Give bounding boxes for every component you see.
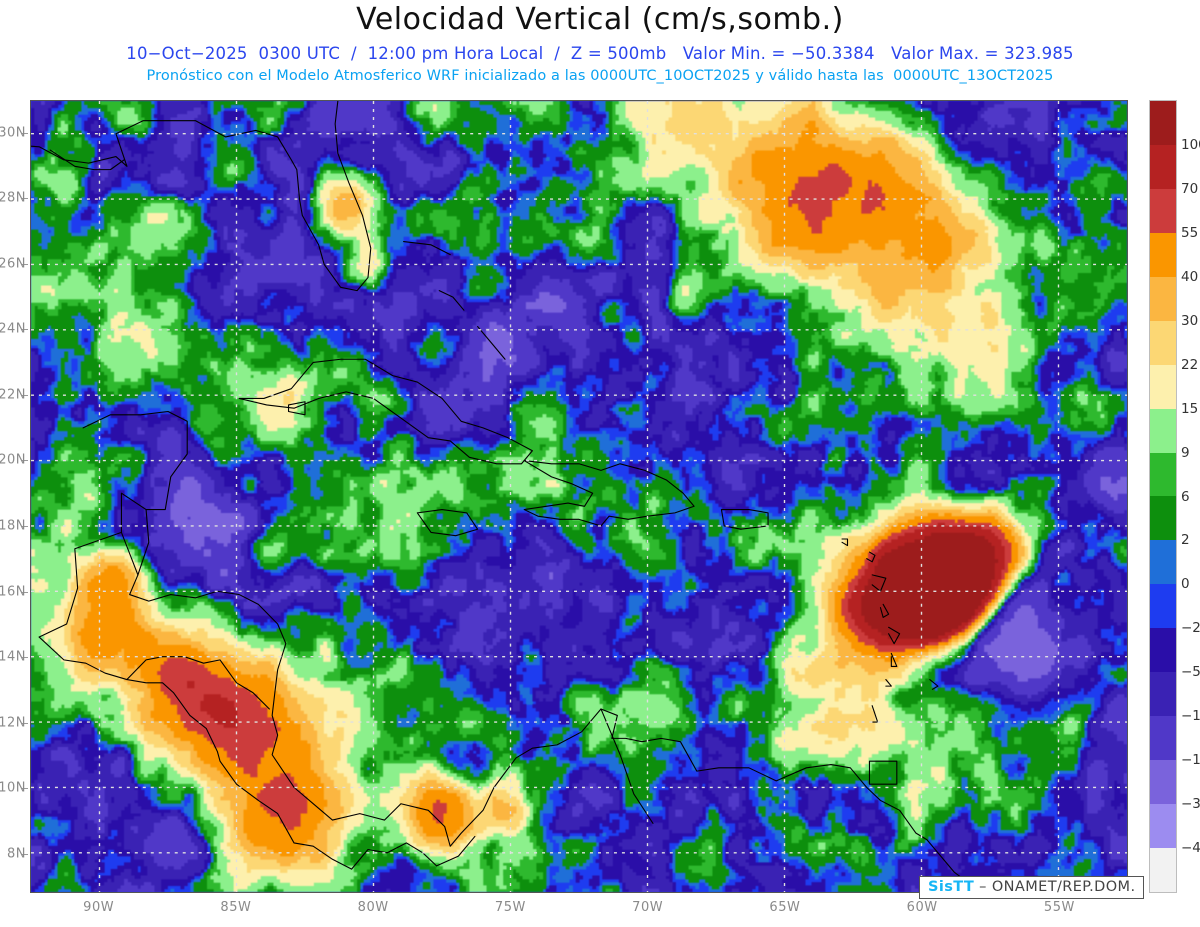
lat-tick bbox=[22, 657, 28, 659]
logo-separator: – bbox=[974, 879, 992, 895]
colorbar-tick-label: 15 bbox=[1181, 400, 1199, 417]
map-plot-area[interactable] bbox=[30, 100, 1128, 893]
colorbar-band bbox=[1150, 716, 1176, 761]
lat-tick bbox=[22, 460, 28, 462]
colorbar-tick-label: 2 bbox=[1181, 532, 1190, 549]
lat-tick bbox=[22, 788, 28, 790]
lat-label: 26N bbox=[0, 256, 26, 272]
colorbar-tick-label: −5 bbox=[1181, 664, 1200, 681]
colorbar-band bbox=[1150, 628, 1176, 673]
colorbar-band bbox=[1150, 364, 1176, 409]
lat-tick bbox=[22, 722, 28, 724]
colorbar-tick-label: −18 bbox=[1181, 752, 1200, 769]
lon-label: 70W bbox=[632, 900, 664, 915]
lat-tick bbox=[22, 853, 28, 855]
lat-label: 10N bbox=[0, 780, 26, 796]
colorbar-tick-label: 100 bbox=[1181, 136, 1200, 153]
lat-label: 18N bbox=[0, 518, 26, 534]
lat-label: 20N bbox=[0, 452, 26, 468]
colorbar-band bbox=[1150, 144, 1176, 189]
lat-label: 8N bbox=[7, 846, 26, 862]
colorbar-tick-label: 30 bbox=[1181, 312, 1199, 329]
lat-label: 28N bbox=[0, 190, 26, 206]
colorbar-band bbox=[1150, 101, 1176, 145]
lat-tick bbox=[22, 329, 28, 331]
colorbar-band bbox=[1150, 540, 1176, 585]
vertical-velocity-field bbox=[31, 101, 1127, 892]
lon-label: 85W bbox=[220, 900, 252, 915]
colorbar-band bbox=[1150, 188, 1176, 233]
lon-label: 90W bbox=[83, 900, 115, 915]
lat-label: 14N bbox=[0, 649, 26, 665]
colorbar-tick-label: 55 bbox=[1181, 224, 1199, 241]
colorbar-band bbox=[1150, 760, 1176, 804]
colorbar-tick-label: 40 bbox=[1181, 268, 1199, 285]
subtitle-line-1: 10−Oct−2025 0300 UTC / 12:00 pm Hora Loc… bbox=[126, 44, 1074, 63]
lat-tick bbox=[22, 591, 28, 593]
lon-label: 55W bbox=[1043, 900, 1075, 915]
lat-label: 16N bbox=[0, 584, 26, 600]
lat-tick bbox=[22, 525, 28, 527]
colorbar-band bbox=[1150, 584, 1176, 629]
lat-tick bbox=[22, 198, 28, 200]
lon-label: 80W bbox=[357, 900, 389, 915]
colorbar-band bbox=[1150, 232, 1176, 277]
coastline-overlay bbox=[31, 101, 980, 892]
lat-tick bbox=[22, 263, 28, 265]
colorbar-tick-label: 22 bbox=[1181, 356, 1199, 373]
page-title: Velocidad Vertical (cm/s,somb.) bbox=[356, 2, 844, 37]
colorbar-tick-label: 0 bbox=[1181, 576, 1190, 593]
colorbar-band bbox=[1150, 276, 1176, 321]
lon-label: 75W bbox=[494, 900, 526, 915]
colorbar-band bbox=[1150, 847, 1176, 892]
subtitle-line-2: Pronóstico con el Modelo Atmosferico WRF… bbox=[146, 68, 1054, 84]
lat-label: 30N bbox=[0, 125, 26, 141]
colorbar-tick-label: −10 bbox=[1181, 708, 1200, 725]
lat-label: 22N bbox=[0, 387, 26, 403]
latlon-gridlines bbox=[31, 101, 1127, 892]
colorbar-band bbox=[1150, 452, 1176, 497]
attribution-logo: SisTT – ONAMET/REP.DOM. bbox=[919, 876, 1145, 899]
colorbar-band bbox=[1150, 408, 1176, 453]
colorbar-band bbox=[1150, 320, 1176, 365]
lat-tick bbox=[22, 394, 28, 396]
lon-label: 60W bbox=[906, 900, 938, 915]
colorbar-tick-label: 70 bbox=[1181, 180, 1199, 197]
colorbar-tick-label: −45 bbox=[1181, 840, 1200, 857]
colorbar-band bbox=[1150, 496, 1176, 541]
brand-label: SisTT bbox=[928, 879, 975, 895]
colorbar-tick-label: 9 bbox=[1181, 444, 1190, 461]
lat-label: 24N bbox=[0, 321, 26, 337]
colorbar-tick-label: −30 bbox=[1181, 796, 1200, 813]
lon-label: 65W bbox=[769, 900, 801, 915]
lat-label: 12N bbox=[0, 715, 26, 731]
colorbar-tick-label: −2 bbox=[1181, 620, 1200, 637]
colorbar[interactable] bbox=[1149, 100, 1177, 893]
colorbar-tick-label: 6 bbox=[1181, 488, 1190, 505]
colorbar-band bbox=[1150, 672, 1176, 717]
colorbar-band bbox=[1150, 804, 1176, 848]
organization-label: ONAMET/REP.DOM. bbox=[991, 879, 1136, 895]
lat-tick bbox=[22, 132, 28, 134]
